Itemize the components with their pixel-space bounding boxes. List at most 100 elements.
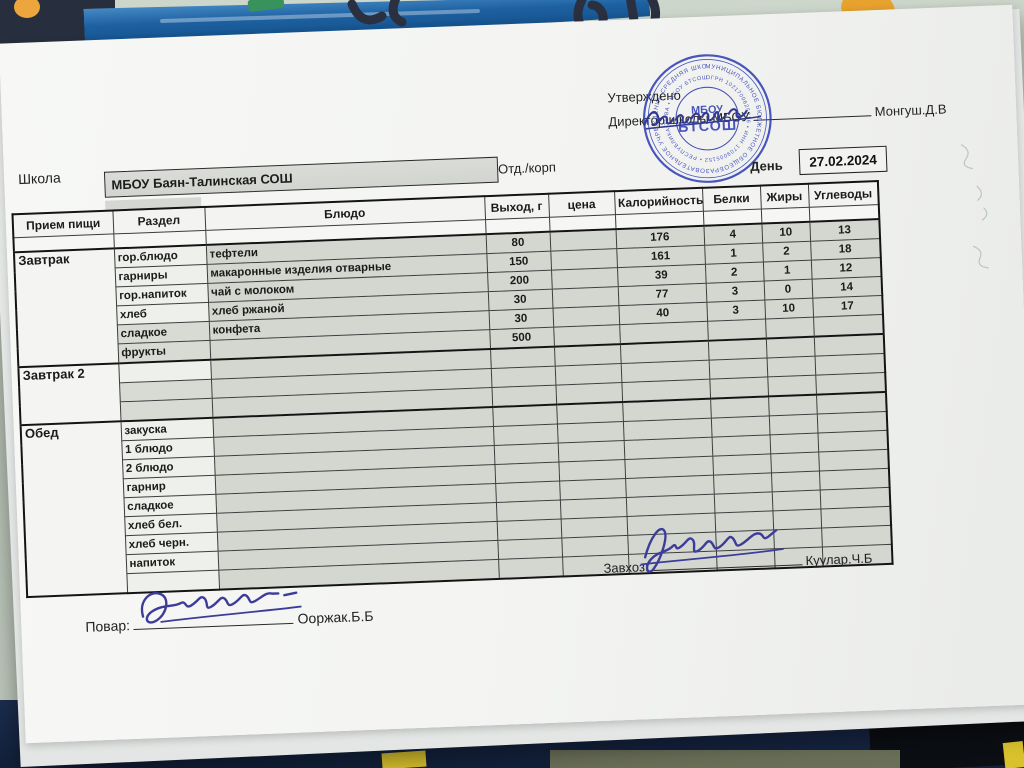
menu-cell: 500 <box>489 327 554 350</box>
menu-cell: 10 <box>761 221 811 244</box>
menu-cell <box>493 443 559 465</box>
menu-cell <box>709 376 769 399</box>
menu-header-cell: Белки <box>701 185 761 212</box>
menu-cell <box>558 459 626 482</box>
department-label: Отд./корп <box>497 159 557 177</box>
meal-name-cell: Завтрак <box>13 248 119 368</box>
meal-name-cell: Завтрак 2 <box>18 363 121 426</box>
menu-cell <box>492 424 558 446</box>
meal-name-cell: Обед <box>20 421 128 598</box>
povar-handwritten-signature <box>140 591 302 624</box>
menu-cell: 3 <box>705 281 765 303</box>
menu-cell <box>713 472 772 495</box>
menu-header-cell: Углеводы <box>807 181 879 208</box>
menu-cell: 80 <box>485 231 551 254</box>
menu-cell <box>712 453 771 476</box>
menu-cell: 1 <box>704 243 763 265</box>
menu-cell <box>498 556 563 579</box>
menu-cell: 2 <box>762 241 811 263</box>
menu-cell <box>713 491 773 514</box>
menu-cell <box>560 516 628 538</box>
menu-cell <box>552 305 620 328</box>
date-field: 27.02.2024 <box>798 145 888 176</box>
menu-header-cell: Жиры <box>759 183 809 210</box>
menu-cell <box>550 248 617 271</box>
yellow-object-corner <box>1002 741 1024 768</box>
menu-cell <box>491 385 557 408</box>
menu-cell <box>553 324 620 347</box>
menu-cell: 30 <box>487 289 553 311</box>
menu-cell <box>495 481 560 503</box>
menu-cell: 4 <box>703 223 763 246</box>
menu-cell <box>707 338 767 361</box>
menu-cell <box>496 519 562 541</box>
menu-cell <box>555 382 623 405</box>
menu-cell <box>813 314 884 337</box>
yellow-object-bottom <box>381 750 427 768</box>
school-label: Школа <box>17 169 61 188</box>
olive-object-bottom <box>550 750 900 768</box>
menu-cell <box>765 336 815 358</box>
menu-cell <box>711 434 771 457</box>
director-name: Монгуш.Д.В <box>874 101 947 120</box>
day-label: День <box>749 157 783 174</box>
menu-cell <box>710 396 769 419</box>
menu-cell <box>492 404 557 427</box>
menu-cell <box>765 317 814 339</box>
school-name-field: МБОУ Баян-Талинская СОШ <box>103 156 499 198</box>
menu-cell <box>767 375 817 397</box>
menu-cell <box>556 402 623 425</box>
menu-cell <box>768 414 818 435</box>
menu-cell: 30 <box>488 308 554 330</box>
zavhoz-handwritten-signature <box>640 527 784 573</box>
menu-cell: 2 <box>704 262 764 284</box>
menu-cell <box>551 267 618 290</box>
orange-object <box>14 0 40 18</box>
menu-cell <box>553 344 621 367</box>
menu-header-cell: цена <box>548 191 615 218</box>
menu-cell <box>497 537 563 560</box>
menu-cell <box>813 333 885 357</box>
menu-cell: 150 <box>486 251 552 273</box>
school-name-value: МБОУ Баян-Талинская СОШ <box>111 170 293 193</box>
menu-cell: 1 <box>762 260 812 282</box>
menu-cell <box>556 421 624 444</box>
stamp-center-line2: БТСОШ <box>678 118 738 136</box>
menu-cell: 13 <box>809 219 881 242</box>
menu-cell <box>561 535 629 557</box>
menu-header-cell: Выход, г <box>484 193 550 220</box>
menu-cell <box>766 356 816 377</box>
menu-cell <box>557 440 625 463</box>
menu-cell <box>494 462 560 484</box>
menu-cell: 200 <box>487 270 552 292</box>
pencil-scribbles <box>960 144 989 269</box>
director-handwritten-signature <box>643 108 762 130</box>
menu-cell <box>770 471 820 492</box>
menu-cell <box>495 500 561 522</box>
menu-cell <box>549 229 617 252</box>
menu-cell <box>490 346 555 369</box>
menu-cell <box>490 366 556 388</box>
menu-cell: 3 <box>706 300 766 322</box>
menu-cell <box>554 363 622 386</box>
menu-cell <box>708 357 768 380</box>
menu-paper: Утверждено Директор школы МБОУ Монгуш.Д.… <box>0 4 1024 744</box>
menu-cell <box>815 372 886 395</box>
menu-cell <box>768 394 817 416</box>
menu-cell <box>816 391 887 415</box>
menu-cell <box>771 490 821 511</box>
menu-cell: 0 <box>763 279 813 301</box>
menu-cell <box>770 452 819 473</box>
menu-cell <box>559 497 627 520</box>
menu-cell <box>769 433 819 454</box>
menu-cell: 10 <box>764 298 814 320</box>
menu-header-cell: Раздел <box>112 206 206 234</box>
menu-cell <box>710 415 770 438</box>
menu-cell <box>551 286 619 309</box>
povar-label: Повар: <box>85 617 131 635</box>
zavhoz-name: Куулар.Ч.Б <box>805 550 873 569</box>
menu-cell <box>559 478 626 501</box>
menu-cell <box>707 319 766 341</box>
menu-header-cell: Калорийность <box>614 187 703 215</box>
